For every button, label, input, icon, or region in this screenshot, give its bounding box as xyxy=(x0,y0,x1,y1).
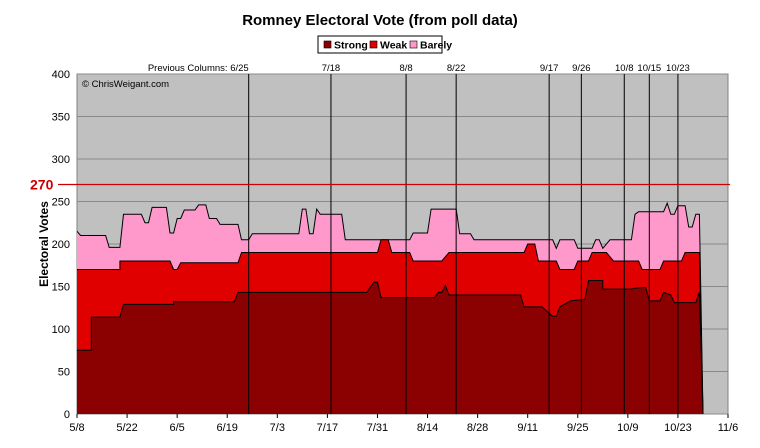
event-label: 7/18 xyxy=(322,63,341,74)
y-tick-label: 350 xyxy=(52,112,70,124)
x-tick-label: 8/14 xyxy=(417,422,438,434)
event-label: 8/22 xyxy=(447,63,466,74)
reference-line-label: 270 xyxy=(30,177,54,193)
chart-title: Romney Electoral Vote (from poll data) xyxy=(242,12,518,29)
watermark: © ChrisWeigant.com xyxy=(82,79,169,90)
line-barely xyxy=(76,201,704,415)
legend: Strong Weak Barely xyxy=(317,35,452,54)
event-label: 10/15 xyxy=(637,63,661,74)
legend-label: Strong xyxy=(334,40,368,52)
y-tick-label: 100 xyxy=(52,324,70,336)
legend-label: Barely xyxy=(420,40,452,52)
event-lines: Previous Columns: 6/25 7/18 8/8 8/22 9/17 9/2… xyxy=(148,63,690,414)
event-label: 8/8 xyxy=(399,63,412,74)
event-label: 9/17 xyxy=(540,63,559,74)
series-areas xyxy=(76,201,704,415)
x-tick-label: 5/22 xyxy=(116,422,137,434)
event-label: 9/26 xyxy=(572,63,591,74)
event-label: 10/23 xyxy=(666,63,690,74)
y-tick-label: 150 xyxy=(52,282,70,294)
x-tick-label: 7/17 xyxy=(317,422,338,434)
y-tick-label: 0 xyxy=(64,409,70,421)
event-label: Previous Columns: 6/25 xyxy=(148,63,249,74)
line-strong xyxy=(77,280,704,415)
x-tick-label: 10/9 xyxy=(617,422,638,434)
y-tick-label: 200 xyxy=(52,239,70,251)
reference-line-270: 270 xyxy=(30,177,730,193)
legend-swatch xyxy=(323,40,332,49)
x-tick-label: 5/8 xyxy=(69,422,84,434)
x-tick-label: 11/6 xyxy=(718,422,739,434)
x-tick-label: 7/3 xyxy=(270,422,285,434)
legend-swatch xyxy=(369,40,378,49)
y-tick-label: 50 xyxy=(58,367,70,379)
x-tick-label: 10/23 xyxy=(664,422,692,434)
line-weak xyxy=(77,239,704,415)
legend-swatch xyxy=(409,40,418,49)
legend-box xyxy=(317,35,443,54)
x-tick-label: 6/5 xyxy=(170,422,185,434)
x-axis-ticks: 5/8 5/22 6/5 6/19 7/3 7/17 7/31 8/14 8/28 9/11 9/2… xyxy=(69,414,738,434)
x-tick-label: 6/19 xyxy=(217,422,238,434)
y-tick-label: 250 xyxy=(52,197,70,209)
event-label: 10/8 xyxy=(615,63,634,74)
y-tick-label: 300 xyxy=(52,154,70,166)
x-tick-label: 9/11 xyxy=(517,422,538,434)
area-strong xyxy=(77,280,703,414)
y-axis-ticks: 0 50 100 150 200 250 300 350 400 xyxy=(52,69,70,421)
y-tick-label: 400 xyxy=(52,69,70,81)
x-tick-label: 9/25 xyxy=(567,422,588,434)
legend-label: Weak xyxy=(380,40,407,52)
x-tick-label: 8/28 xyxy=(467,422,488,434)
x-tick-label: 7/31 xyxy=(367,422,388,434)
y-axis-label: Electoral Votes xyxy=(37,201,51,287)
